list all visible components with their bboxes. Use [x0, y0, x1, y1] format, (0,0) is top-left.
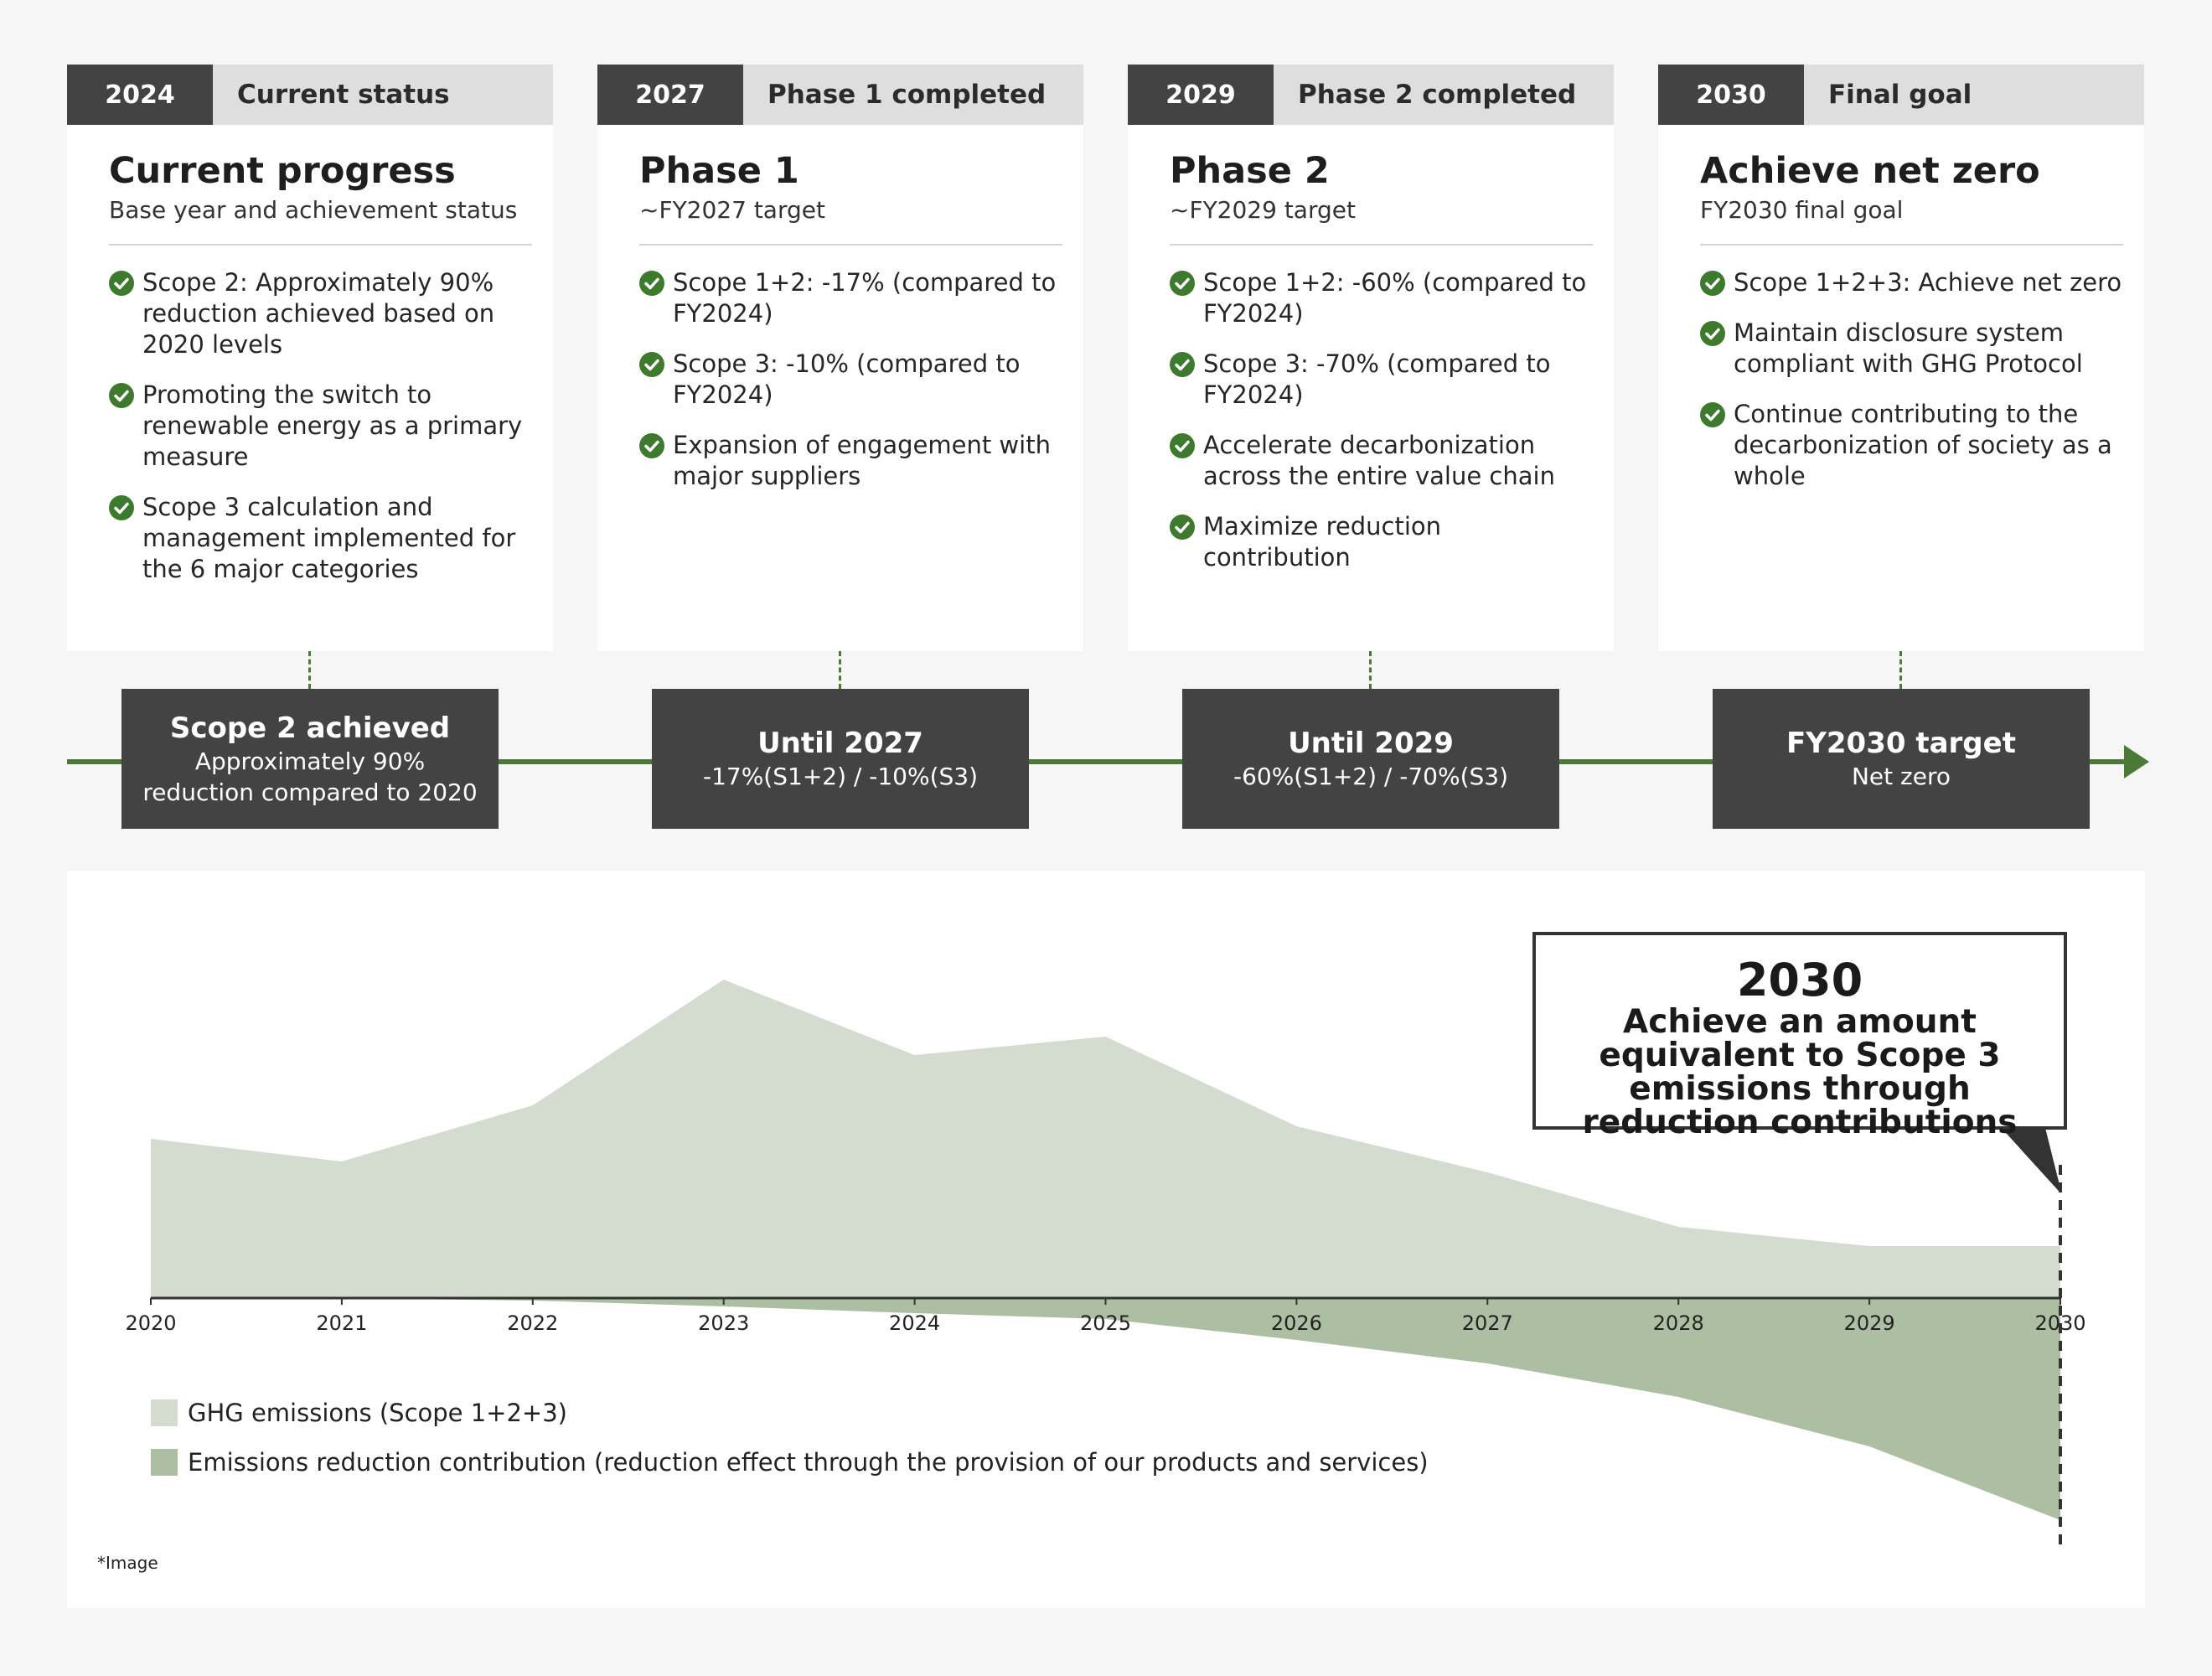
phase-card-2029: 2029 Phase 2 completed Phase 2 ~FY2029 t… — [1128, 65, 1614, 651]
bullet-text: Scope 2: Approximately 90% reduction ach… — [142, 268, 495, 359]
check-circle-icon — [1700, 321, 1725, 346]
bullet-text: Scope 3 calculation and management imple… — [142, 493, 516, 583]
status-label: Phase 1 completed — [767, 80, 1047, 110]
timeline-arrow-icon — [2124, 745, 2149, 779]
card-header: 2027 Phase 1 completed — [597, 65, 1083, 125]
card-title: Current progress — [109, 150, 456, 192]
milestone-subtitle: -17%(S1+2) / -10%(S3) — [702, 763, 979, 790]
bullet-item: Scope 1+2: -17% (compared to FY2024) — [639, 267, 1062, 329]
bullet-item: Promoting the switch to renewable energy… — [109, 380, 532, 473]
bullet-item: Scope 1+2: -60% (compared to FY2024) — [1170, 267, 1593, 329]
bullet-text: Maintain disclosure system compliant wit… — [1734, 318, 2083, 378]
milestone-title: Until 2029 — [1288, 727, 1454, 760]
phase-card-2030: 2030 Final goal Achieve net zero FY2030 … — [1658, 65, 2144, 651]
milestone-title: Scope 2 achieved — [169, 711, 451, 745]
bullet-list: Scope 1+2: -60% (compared to FY2024) Sco… — [1170, 267, 1593, 573]
year-tab: 2030 — [1658, 65, 1804, 125]
card-subtitle: ~FY2029 target — [1170, 194, 1593, 246]
bullet-text: Accelerate decarbonization across the en… — [1203, 431, 1555, 490]
check-circle-icon — [639, 433, 664, 458]
check-circle-icon — [1700, 271, 1725, 296]
check-circle-icon — [1170, 352, 1195, 377]
card-subtitle: Base year and achievement status — [109, 194, 532, 246]
timeline-connector — [839, 651, 841, 689]
bullet-list: Scope 2: Approximately 90% reduction ach… — [109, 267, 532, 585]
bullet-item: Scope 3: -70% (compared to FY2024) — [1170, 349, 1593, 411]
callout-box: 2030 Achieve an amount equivalent to Sco… — [1532, 932, 2067, 1140]
bullet-text: Expansion of engagement with major suppl… — [673, 431, 1051, 490]
bullet-text: Scope 1+2: -60% (compared to FY2024) — [1203, 268, 1587, 328]
bullet-list: Scope 1+2: -17% (compared to FY2024) Sco… — [639, 267, 1062, 492]
check-circle-icon — [109, 383, 134, 408]
timeline-connector — [1899, 651, 1902, 689]
milestone-box-2030: FY2030 target Net zero — [1713, 689, 2090, 829]
bullet-text: Scope 1+2: -17% (compared to FY2024) — [673, 268, 1057, 328]
legend-label: Emissions reduction contribution (reduct… — [188, 1448, 1429, 1477]
check-circle-icon — [1170, 433, 1195, 458]
timeline-connector — [308, 651, 311, 689]
check-circle-icon — [1170, 271, 1195, 296]
bullet-list: Scope 1+2+3: Achieve net zero Maintain d… — [1700, 267, 2123, 492]
status-label: Final goal — [1828, 80, 1972, 110]
card-header: 2029 Phase 2 completed — [1128, 65, 1614, 125]
check-circle-icon — [639, 352, 664, 377]
bullet-item: Scope 3 calculation and management imple… — [109, 492, 532, 585]
year-tab: 2027 — [597, 65, 743, 125]
timeline-connector — [1369, 651, 1372, 689]
legend-swatch — [151, 1399, 178, 1426]
card-header: 2030 Final goal — [1658, 65, 2144, 125]
card-title: Achieve net zero — [1700, 150, 2040, 192]
milestone-box-2027: Until 2027 -17%(S1+2) / -10%(S3) — [652, 689, 1029, 829]
year-tab: 2029 — [1128, 65, 1274, 125]
check-circle-icon — [109, 495, 134, 520]
card-header: 2024 Current status — [67, 65, 553, 125]
phase-card-2027: 2027 Phase 1 completed Phase 1 ~FY2027 t… — [597, 65, 1083, 651]
milestone-subtitle: -60%(S1+2) / -70%(S3) — [1233, 763, 1509, 790]
callout-year: 2030 — [1736, 954, 1863, 1006]
card-subtitle: FY2030 final goal — [1700, 194, 2123, 246]
milestone-box-2024: Scope 2 achieved Approximately 90% reduc… — [121, 689, 499, 829]
bullet-text: Promoting the switch to renewable energy… — [142, 380, 523, 471]
bullet-text: Scope 3: -70% (compared to FY2024) — [1203, 349, 1551, 409]
image-note: *Image — [97, 1553, 158, 1573]
bullet-item: Expansion of engagement with major suppl… — [639, 430, 1062, 492]
card-title: Phase 2 — [1170, 150, 1330, 192]
bullet-item: Scope 2: Approximately 90% reduction ach… — [109, 267, 532, 360]
bullet-text: Scope 1+2+3: Achieve net zero — [1734, 268, 2122, 297]
bullet-item: Accelerate decarbonization across the en… — [1170, 430, 1593, 492]
bullet-text: Maximize reduction contribution — [1203, 512, 1442, 572]
card-subtitle: ~FY2027 target — [639, 194, 1062, 246]
bullet-text: Continue contributing to the decarboniza… — [1734, 400, 2112, 490]
bullet-text: Scope 3: -10% (compared to FY2024) — [673, 349, 1021, 409]
legend-label: GHG emissions (Scope 1+2+3) — [188, 1399, 567, 1427]
phase-card-2024: 2024 Current status Current progress Bas… — [67, 65, 553, 651]
check-circle-icon — [1170, 515, 1195, 540]
callout-text: Achieve an amount equivalent to Scope 3 … — [1582, 1003, 2018, 1141]
check-circle-icon — [109, 271, 134, 296]
check-circle-icon — [639, 271, 664, 296]
bullet-item: Scope 3: -10% (compared to FY2024) — [639, 349, 1062, 411]
legend-swatch — [151, 1449, 178, 1476]
bullet-item: Continue contributing to the decarboniza… — [1700, 399, 2123, 492]
year-tab: 2024 — [67, 65, 213, 125]
bullet-item: Maintain disclosure system compliant wit… — [1700, 318, 2123, 380]
milestone-title: Until 2027 — [757, 727, 923, 760]
status-label: Current status — [237, 80, 450, 110]
card-title: Phase 1 — [639, 150, 799, 192]
bullet-item: Maximize reduction contribution — [1170, 511, 1593, 573]
status-label: Phase 2 completed — [1298, 80, 1577, 110]
timeline-line — [67, 759, 2128, 764]
bullet-item: Scope 1+2+3: Achieve net zero — [1700, 267, 2123, 298]
milestone-subtitle: Net zero — [1851, 763, 1951, 790]
milestone-box-2029: Until 2029 -60%(S1+2) / -70%(S3) — [1182, 689, 1559, 829]
milestone-subtitle: Approximately 90% reduction compared to … — [142, 747, 478, 806]
milestone-title: FY2030 target — [1786, 727, 2016, 760]
check-circle-icon — [1700, 402, 1725, 427]
